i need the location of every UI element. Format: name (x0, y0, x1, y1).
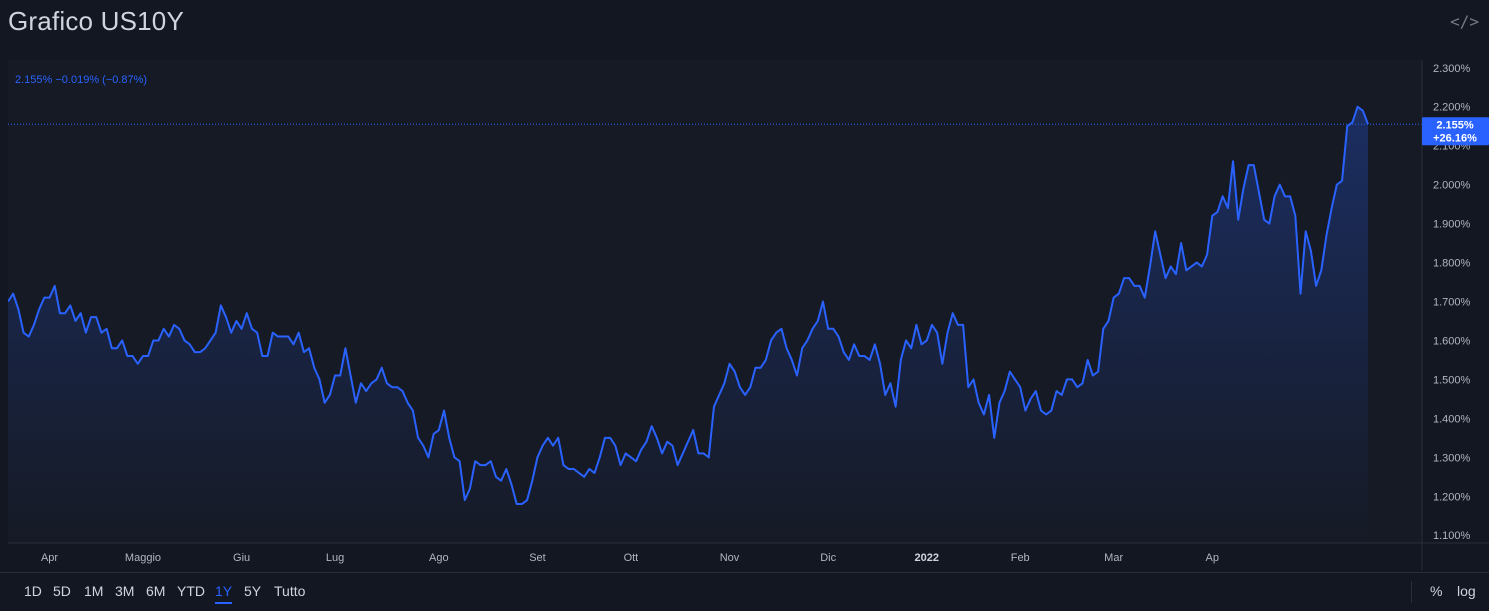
y-tick-label: 1.400% (1433, 413, 1471, 425)
y-tick-label: 1.900% (1433, 219, 1471, 231)
x-tick-label: Ott (624, 552, 639, 564)
x-tick-label: Giu (233, 552, 250, 564)
percent-scale-button[interactable]: % (1430, 583, 1443, 599)
series-line (7, 105, 1369, 506)
range-button-6m[interactable]: 6M (146, 583, 166, 599)
x-tick-label: Nov (720, 552, 740, 564)
range-button-1d[interactable]: 1D (24, 583, 42, 599)
y-tick-label: 2.200% (1433, 102, 1471, 114)
range-button-ytd[interactable]: YTD (177, 583, 205, 599)
range-button-5y[interactable]: 5Y (244, 583, 262, 599)
y-tick-label: 1.600% (1433, 335, 1471, 347)
x-axis-ticks: Apr Maggio Giu Lug Ago Set Ott Nov Dic 2022 Feb Mar… (41, 552, 1219, 564)
y-tick-label: 1.500% (1433, 374, 1471, 386)
y-tick-label: 1.200% (1433, 491, 1471, 503)
y-tick-label: 1.300% (1433, 452, 1471, 464)
area-fill (8, 106, 1368, 544)
x-tick-label: Lug (326, 552, 344, 564)
code-embed-icon[interactable]: </> (1450, 12, 1479, 31)
last-price-change: +26.16% (1433, 132, 1477, 144)
x-tick-label: Maggio (125, 552, 161, 564)
y-tick-label: 2.000% (1433, 180, 1471, 192)
last-price-label: 2.155% +26.16% (1422, 117, 1489, 146)
y-axis-ticks: 1.100% 1.200% 1.300% 1.400% 1.500% 1.600% 1.70… (1433, 63, 1471, 542)
x-tick-label: Apr (41, 552, 58, 564)
toolbar-divider (1411, 581, 1412, 603)
range-button-1m[interactable]: 1M (84, 583, 104, 599)
range-button-5d[interactable]: 5D (53, 583, 71, 599)
range-button-tutto[interactable]: Tutto (274, 583, 306, 599)
y-tick-label: 1.800% (1433, 258, 1471, 270)
log-scale-button[interactable]: log (1457, 583, 1476, 599)
x-tick-label: Mar (1104, 552, 1123, 564)
range-button-3m[interactable]: 3M (115, 583, 135, 599)
x-tick-label: Dic (820, 552, 836, 564)
y-tick-label: 1.700% (1433, 297, 1471, 309)
x-tick-label: Ap (1206, 552, 1219, 564)
x-tick-label: Feb (1011, 552, 1030, 564)
legend-text: 2.155% −0.019% (−0.87%) (15, 74, 147, 86)
x-tick-label: 2022 (915, 552, 939, 564)
bottom-toolbar: 1D 5D 1M 3M 6M YTD 1Y 5Y Tutto % log (0, 572, 1489, 611)
last-price-value: 2.155% (1436, 119, 1474, 131)
chart-area[interactable]: 1.100% 1.200% 1.300% 1.400% 1.500% 1.600% 1.70… (7, 60, 1489, 570)
range-button-1y[interactable]: 1Y (215, 583, 233, 604)
y-tick-label: 1.100% (1433, 530, 1471, 542)
price-chart[interactable]: 1.100% 1.200% 1.300% 1.400% 1.500% 1.600% 1.70… (7, 60, 1489, 570)
x-tick-label: Ago (429, 552, 449, 564)
y-tick-label: 2.300% (1433, 63, 1471, 75)
x-tick-label: Set (529, 552, 546, 564)
chart-title: Grafico US10Y (8, 6, 185, 36)
